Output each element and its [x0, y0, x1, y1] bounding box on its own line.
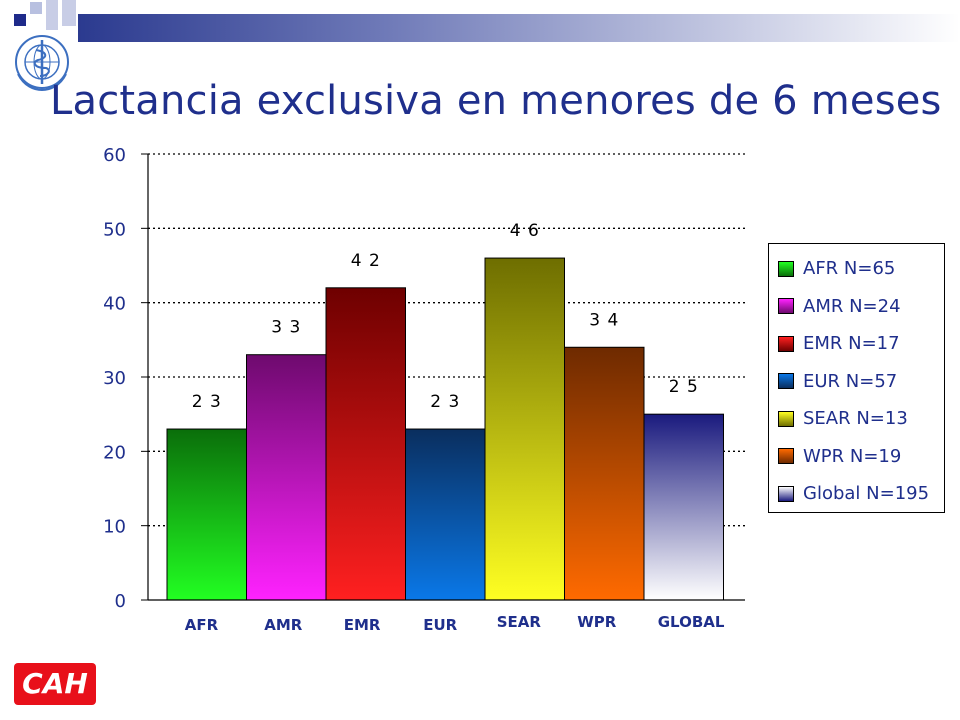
- legend-item: Global N=195: [769, 475, 944, 513]
- x-tick-label: AMR: [264, 616, 303, 634]
- legend-label: Global N=195: [803, 483, 930, 505]
- legend-item: EUR N=57: [769, 363, 944, 401]
- x-tick-label: SEAR: [497, 613, 542, 631]
- y-tick-label: 10: [103, 517, 126, 538]
- chart-labels: 0 10 20 30 40 50 60 2 3 AFR 3 3 AMR 4 2 EMR 2 3 EUR 4 6…: [103, 145, 725, 634]
- x-tick-label: WPR: [577, 613, 617, 631]
- chart-bars: [166, 257, 724, 601]
- banner-square: [30, 2, 42, 14]
- data-label: 3 4: [589, 310, 619, 330]
- legend-item: EMR N=17: [769, 325, 944, 363]
- legend-item: SEAR N=13: [769, 400, 944, 438]
- cah-logo: CAH: [14, 663, 96, 705]
- chart-axes: [141, 153, 745, 601]
- data-label: 4 6: [510, 221, 540, 241]
- legend-swatch: [778, 335, 794, 352]
- legend-label: WPR N=19: [803, 445, 902, 467]
- banner-square: [14, 14, 26, 26]
- legend-label: AMR N=24: [803, 295, 901, 317]
- legend-label: SEAR N=13: [803, 408, 908, 430]
- banner-square: [62, 0, 76, 26]
- banner-bar: [78, 14, 960, 42]
- x-tick-label: EMR: [344, 616, 381, 634]
- legend-swatch: [778, 448, 794, 465]
- x-tick-label: AFR: [185, 616, 219, 634]
- y-tick-label: 0: [115, 591, 126, 612]
- legend-item: AFR N=65: [769, 250, 944, 288]
- legend-item: AMR N=24: [769, 288, 944, 326]
- bar-amr: [246, 354, 327, 601]
- bar-wpr: [564, 346, 645, 601]
- legend-swatch: [778, 373, 794, 390]
- legend-swatch: [778, 298, 794, 315]
- y-tick-label: 40: [103, 294, 126, 315]
- legend-swatch: [778, 260, 794, 277]
- bar-chart: 0 10 20 30 40 50 60 2 3 AFR 3 3 AMR 4 2 EMR 2 3 EUR 4 6…: [103, 145, 745, 634]
- legend-label: EUR N=57: [803, 370, 898, 392]
- data-label: 4 2: [351, 251, 381, 271]
- bar-sear: [484, 257, 565, 601]
- bar-afr: [166, 428, 247, 601]
- legend-swatch: [778, 410, 794, 427]
- legend-label: EMR N=17: [803, 333, 900, 355]
- data-label: 2 3: [430, 392, 460, 412]
- y-tick-label: 50: [103, 219, 126, 240]
- x-tick-label: EUR: [423, 616, 457, 634]
- y-tick-label: 20: [103, 442, 126, 463]
- page-title: Lactancia exclusiva en menores de 6 mese…: [50, 78, 942, 124]
- bar-global: [643, 413, 724, 601]
- who-emblem-icon: [15, 35, 69, 92]
- data-label: 2 3: [192, 392, 222, 412]
- bar-emr: [325, 287, 406, 601]
- legend-label: AFR N=65: [803, 258, 896, 280]
- banner-square: [46, 0, 58, 30]
- bar-eur: [405, 428, 486, 601]
- y-tick-label: 30: [103, 368, 126, 389]
- data-label: 3 3: [271, 318, 301, 338]
- y-tick-label: 60: [103, 145, 126, 166]
- chart-legend: AFR N=65 AMR N=24 EMR N=17 EUR N=57 SEAR N=1…: [768, 243, 945, 513]
- x-tick-label: GLOBAL: [658, 613, 725, 631]
- data-label: 2 5: [669, 377, 699, 397]
- header-decoration: [14, 0, 960, 92]
- legend-swatch: [778, 485, 794, 502]
- legend-item: WPR N=19: [769, 438, 944, 476]
